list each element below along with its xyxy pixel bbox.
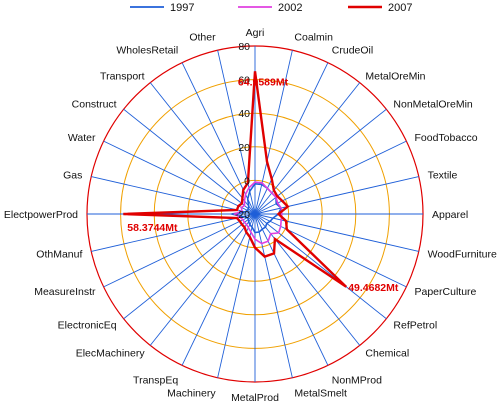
legend-label-2002: 2002 <box>278 2 302 14</box>
category-label-ElectronicEq: ElectronicEq <box>58 319 117 331</box>
series-line-1997 <box>231 182 283 234</box>
radial-tick-label: 0 <box>244 175 250 187</box>
spoke-MetalOreMin <box>254 82 361 215</box>
category-label-Transport: Transport <box>100 71 145 83</box>
category-label-MeasureInstr: MeasureInstr <box>34 286 96 298</box>
category-label-WholesRetail: WholesRetail <box>116 45 178 57</box>
category-label-Gas: Gas <box>63 170 82 182</box>
category-label-TranspEq: TranspEq <box>133 375 178 387</box>
spoke-Machinery <box>217 213 256 378</box>
series-line-2002 <box>233 181 283 245</box>
spoke-WoodFurniture <box>254 213 419 252</box>
category-label-MetalSmelt: MetalSmelt <box>294 388 347 400</box>
legend-label-2007: 2007 <box>388 2 412 14</box>
spoke-NonMProd <box>254 213 329 366</box>
legend: 1997 2002 2007 <box>130 2 412 14</box>
radial-tick-label: 80 <box>238 41 250 53</box>
spoke-Coalmin <box>254 50 293 215</box>
radial-tick-label: 20 <box>238 142 250 154</box>
category-label-Chemical: Chemical <box>365 347 409 359</box>
spoke-Textile <box>254 176 419 215</box>
spoke-Construct <box>123 108 256 215</box>
series-line-2007 <box>123 71 348 288</box>
category-label-NonMProd: NonMProd <box>332 375 382 387</box>
category-label-Construct: Construct <box>72 99 117 111</box>
annotations: 64.9589Mt 58.3744Mt 49.4682Mt <box>127 76 399 293</box>
spoke-MetalSmelt <box>254 213 293 378</box>
category-label-NonMetalOreMin: NonMetalOreMin <box>393 99 473 111</box>
legend-label-1997: 1997 <box>170 2 194 14</box>
category-label-Textile: Textile <box>428 170 458 182</box>
category-label-RefPetrol: RefPetrol <box>393 319 437 331</box>
category-label-OthManuf: OthManuf <box>36 248 82 260</box>
spoke-ElecMachinery <box>149 213 256 346</box>
category-label-Agri: Agri <box>246 27 265 39</box>
category-label-Water: Water <box>68 132 96 144</box>
radial-tick-label: -20 <box>235 209 250 221</box>
category-label-Apparel: Apparel <box>432 209 468 221</box>
radial-tick-label: 60 <box>238 75 250 87</box>
series-lines <box>123 71 348 288</box>
spoke-ElectronicEq <box>123 213 256 320</box>
annotation-Agri: 64.9589Mt <box>238 76 289 88</box>
annotation-ElectpowerProd: 58.3744Mt <box>127 222 178 234</box>
spoke-Chemical <box>254 213 361 346</box>
spoke-TranspEq <box>181 213 256 366</box>
category-label-Other: Other <box>189 31 216 43</box>
spoke-Transport <box>149 82 256 215</box>
category-label-PaperCulture: PaperCulture <box>415 286 477 298</box>
category-label-WoodFurniture: WoodFurniture <box>428 248 497 260</box>
spoke-OthManuf <box>91 213 256 252</box>
category-label-CrudeOil: CrudeOil <box>332 45 373 57</box>
category-label-Machinery: Machinery <box>167 388 216 400</box>
spoke-MeasureInstr <box>103 213 256 288</box>
spoke-Other <box>217 50 256 215</box>
radial-tick-label: 40 <box>238 108 250 120</box>
category-label-ElectpowerProd: ElectpowerProd <box>4 209 78 221</box>
category-spokes <box>87 46 423 382</box>
spoke-Gas <box>91 176 256 215</box>
category-label-MetalOreMin: MetalOreMin <box>365 71 425 83</box>
category-label-MetalProd: MetalProd <box>231 392 279 404</box>
annotation-RefPetrol: 49.4682Mt <box>348 282 399 294</box>
spoke-RefPetrol <box>254 213 387 320</box>
category-label-Coalmin: Coalmin <box>294 31 333 43</box>
spoke-FoodTobacco <box>254 140 407 215</box>
category-label-ElecMachinery: ElecMachinery <box>76 347 146 359</box>
radial-tick-labels: -20 0 20 40 60 80 <box>235 41 250 221</box>
spoke-Water <box>103 140 256 215</box>
category-labels: Agri Coalmin CrudeOil MetalOreMin NonMetalOr… <box>4 27 497 404</box>
category-label-FoodTobacco: FoodTobacco <box>415 132 478 144</box>
